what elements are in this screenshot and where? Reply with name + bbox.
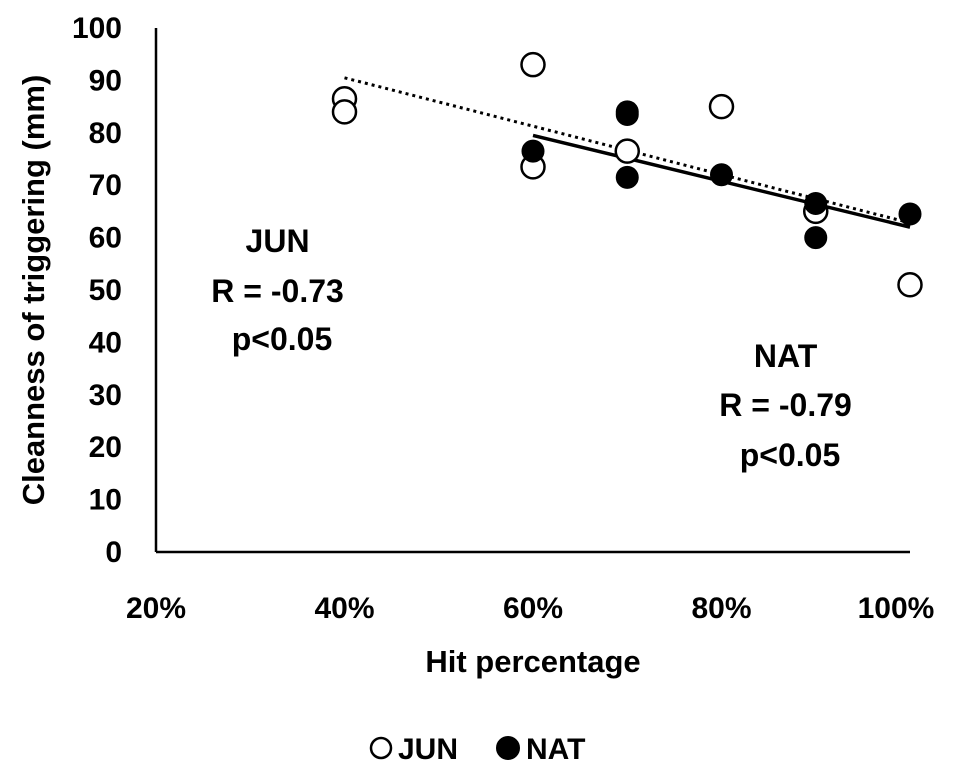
point-nat <box>898 202 922 226</box>
legend-marker-nat <box>496 736 520 760</box>
y-tick-label: 0 <box>105 536 122 569</box>
legend-label-nat: NAT <box>526 733 585 766</box>
point-jun <box>520 51 546 78</box>
annotation-jun-line2: R = -0.73 <box>211 273 344 309</box>
x-axis-title: Hit percentage <box>425 644 640 679</box>
annotation-jun-line3: p<0.05 <box>232 321 333 357</box>
x-tick-labels: 20% 40% 60% 80% 100% <box>126 592 934 625</box>
point-nat <box>710 163 733 187</box>
x-tick-label: 40% <box>314 592 374 625</box>
y-tick-label: 100 <box>72 12 122 45</box>
point-nat <box>804 192 828 216</box>
annotation-jun: JUN R = -0.73 p<0.05 <box>211 223 352 357</box>
x-tick-label: 80% <box>691 592 751 625</box>
y-tick-label: 10 <box>89 484 122 517</box>
y-tick-label: 50 <box>89 274 122 307</box>
axes <box>154 28 910 554</box>
x-tick-label: 60% <box>503 592 563 625</box>
point-nat <box>615 165 639 189</box>
annotation-nat-line3: p<0.05 <box>740 437 841 473</box>
y-tick-label: 80 <box>89 117 122 150</box>
data-points <box>331 51 923 298</box>
legend: JUN NAT <box>369 733 585 766</box>
annotation-jun-line1: JUN <box>246 223 310 259</box>
y-tick-label: 60 <box>89 222 122 255</box>
point-jun <box>708 93 735 120</box>
point-nat <box>615 102 639 126</box>
point-jun <box>614 138 640 164</box>
point-jun <box>897 272 923 298</box>
y-tick-label: 40 <box>89 326 122 359</box>
x-tick-label: 100% <box>858 592 935 625</box>
point-jun <box>331 99 358 125</box>
legend-label-jun: JUN <box>398 733 458 766</box>
x-tick-label: 20% <box>126 592 186 625</box>
y-tick-label: 30 <box>89 379 122 412</box>
y-axis-title: Cleanness of triggering (mm) <box>16 75 51 506</box>
y-tick-label: 90 <box>89 64 122 97</box>
y-tick-labels: 0 10 20 30 40 50 60 70 80 90 100 <box>72 12 122 569</box>
y-tick-label: 70 <box>89 169 122 202</box>
annotation-nat: NAT R = -0.79 p<0.05 <box>719 338 860 473</box>
y-tick-label: 20 <box>89 431 122 464</box>
point-nat <box>521 139 545 163</box>
annotation-nat-line1: NAT <box>754 338 818 374</box>
point-nat <box>804 226 828 250</box>
legend-marker-jun <box>369 736 393 760</box>
annotation-nat-line2: R = -0.79 <box>719 387 852 423</box>
